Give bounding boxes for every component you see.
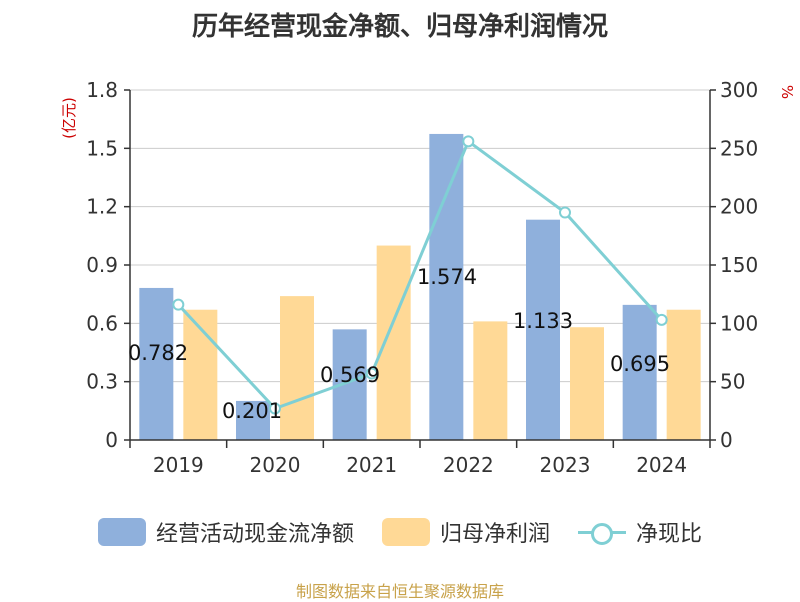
data-label-cashflow: 0.695	[610, 352, 670, 376]
legend-item-cashflow[interactable]: 经营活动现金流净额	[97, 516, 354, 548]
y-tick-label-right: 100	[720, 311, 758, 335]
ratio-line	[177, 138, 663, 411]
x-tick-label: 2023	[540, 453, 591, 477]
bar-net-profit	[280, 296, 314, 440]
y-axis-label-right: %	[778, 85, 796, 99]
bar-net-profit	[473, 321, 508, 440]
legend-swatch-ratio	[578, 518, 626, 546]
legend-label-ratio: 净现比	[636, 522, 703, 547]
legend-item-ratio[interactable]: 净现比	[578, 516, 702, 548]
bar-cashflow	[526, 219, 560, 440]
legend-swatch-cashflow	[97, 518, 146, 546]
data-label-cashflow: 0.201	[222, 399, 282, 423]
bar-cashflow	[622, 304, 657, 440]
x-tick-label: 2022	[443, 453, 494, 477]
data-label-cashflow: 0.569	[320, 363, 380, 387]
x-tick-label: 2021	[346, 453, 397, 477]
bar-cashflow	[236, 400, 270, 440]
bar-net-profit	[666, 309, 701, 440]
x-tick-label: 2019	[153, 453, 204, 477]
bar-net-profit	[570, 327, 604, 440]
legend: 经营活动现金流净额 归母净利润 净现比	[0, 516, 800, 548]
ratio-point	[269, 402, 281, 415]
y-tick-label-right: 150	[720, 253, 758, 277]
y-tick-label-right: 250	[720, 136, 758, 160]
bar-net-profit	[183, 309, 218, 440]
bar-net-profit	[376, 245, 411, 440]
ratio-point	[365, 367, 378, 380]
y-tick-label-left: 0.9	[86, 253, 118, 277]
legend-item-net-profit[interactable]: 归母净利润	[381, 516, 550, 548]
y-tick-label-left: 0	[105, 428, 118, 452]
y-tick-label-right: 50	[720, 370, 745, 394]
legend-swatch-net-profit	[381, 518, 430, 546]
x-tick-label: 2024	[636, 453, 687, 477]
y-tick-label-left: 1.2	[86, 195, 118, 219]
data-label-cashflow: 1.574	[417, 265, 477, 289]
data-label-cashflow: 0.782	[128, 341, 188, 365]
y-tick-label-right: 0	[720, 428, 733, 452]
ratio-point	[559, 206, 571, 219]
y-tick-label-right: 200	[720, 195, 758, 219]
y-axis-label-left: (亿元)	[60, 97, 78, 139]
data-label-cashflow: 1.133	[513, 309, 573, 333]
y-tick-label-left: 1.8	[86, 78, 118, 102]
chart-title: 历年经营现金净额、归母净利润情况	[191, 12, 608, 42]
ratio-point	[655, 313, 668, 326]
ratio-point	[172, 298, 185, 311]
bar-cashflow	[429, 133, 464, 440]
x-tick-label: 2020	[250, 453, 301, 477]
source-note: 制图数据来自恒生聚源数据库	[295, 582, 504, 601]
y-tick-label-left: 0.6	[86, 311, 118, 335]
y-tick-label-left: 0.3	[86, 370, 118, 394]
bar-cashflow	[139, 287, 174, 440]
y-tick-label-left: 1.5	[86, 136, 118, 160]
legend-label-cashflow: 经营活动现金流净额	[155, 522, 354, 547]
legend-label-net-profit: 归母净利润	[439, 522, 550, 547]
y-tick-label-right: 300	[720, 78, 758, 102]
ratio-point	[462, 135, 475, 148]
